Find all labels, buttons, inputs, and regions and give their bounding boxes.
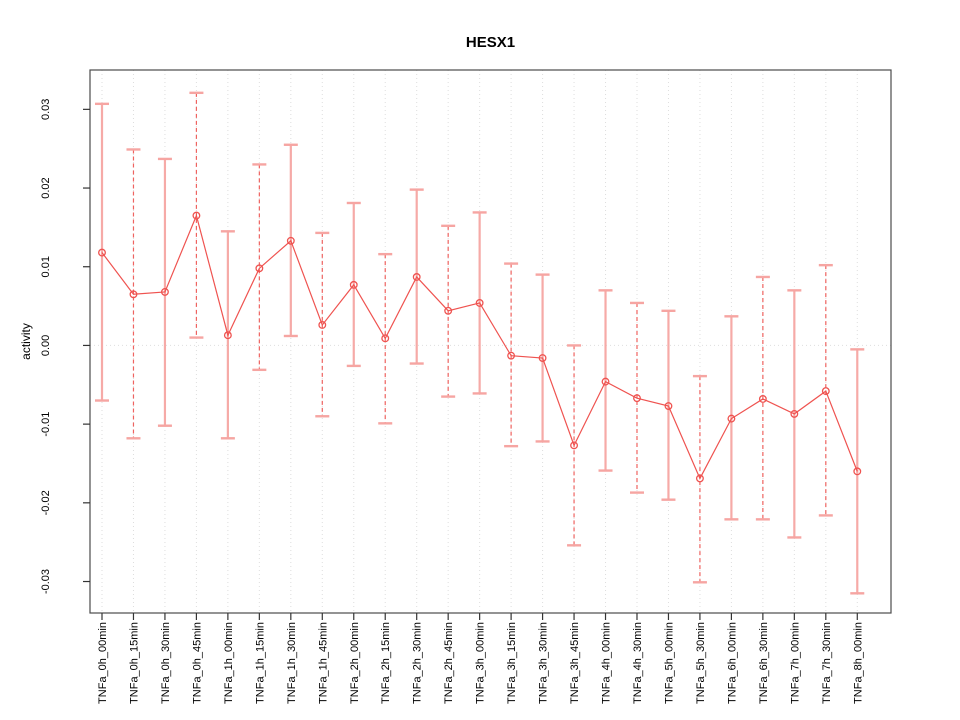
data-point-marker (412, 273, 421, 281)
x-tick-label: TNFa_3h_00min (475, 622, 487, 704)
x-tick-label: TNFa_2h_15min (380, 622, 392, 704)
data-point-marker (223, 331, 232, 340)
data-point-marker (570, 441, 578, 450)
data-point-marker (192, 211, 201, 220)
data-point-marker (821, 387, 830, 396)
error-bar (818, 263, 833, 517)
y-tick-label: -0.01 (40, 412, 52, 437)
error-bar (598, 289, 613, 472)
x-tick-label: TNFa_1h_30min (286, 622, 298, 704)
x-tick-label: TNFa_2h_30min (412, 622, 424, 704)
data-point-marker (727, 414, 736, 423)
x-tick-label: TNFa_5h_00min (663, 622, 675, 704)
data-point-marker (381, 334, 390, 343)
error-bar (252, 163, 267, 372)
data-point-marker (129, 290, 138, 299)
data-point-marker (538, 354, 547, 362)
error-bar (126, 148, 141, 440)
x-tick-label: TNFa_3h_30min (538, 622, 550, 704)
x-tick-label: TNFa_4h_30min (632, 622, 644, 704)
data-point-marker (475, 298, 484, 307)
x-tick-label: TNFa_0h_30min (160, 622, 172, 704)
y-tick-label: -0.02 (40, 490, 52, 515)
data-point-marker (758, 394, 767, 403)
data-point-marker (790, 409, 799, 418)
series-line (101, 213, 858, 480)
x-tick-label: TNFa_7h_30min (821, 622, 833, 704)
x-tick-label: TNFa_1h_00min (223, 622, 235, 704)
x-tick-label: TNFa_1h_45min (317, 622, 329, 704)
y-tick-label: 0.03 (40, 99, 52, 120)
x-tick-label: TNFa_0h_15min (128, 622, 140, 704)
error-bar (692, 374, 707, 584)
x-tick-label: TNFa_5h_30min (695, 622, 707, 704)
x-tick-label: TNFa_7h_00min (789, 622, 801, 704)
y-axis-label: activity (19, 323, 33, 360)
x-tick-label: TNFa_0h_00min (97, 622, 109, 704)
x-tick-label: TNFa_3h_45min (569, 622, 581, 704)
data-point-marker (286, 236, 295, 245)
error-bar (661, 309, 676, 501)
y-tick-label: 0.02 (40, 177, 52, 198)
data-point-marker (633, 394, 641, 403)
y-tick-label: -0.03 (40, 569, 52, 594)
y-tick-label: 0.01 (40, 256, 52, 277)
data-point-marker (853, 467, 862, 476)
plot-border (89, 69, 892, 614)
x-tick-label: TNFa_1h_15min (254, 622, 266, 704)
x-tick-label: TNFa_6h_00min (726, 622, 738, 704)
x-tick-label: TNFa_2h_00min (349, 622, 361, 704)
data-point-marker (318, 321, 327, 329)
x-tick-label: TNFa_8h_00min (852, 622, 864, 704)
data-point-marker (601, 377, 610, 386)
chart-title: HESX1 (466, 34, 515, 51)
error-bar (724, 315, 739, 521)
y-tick-label: 0.00 (40, 335, 52, 356)
x-tick-label: TNFa_2h_45min (443, 622, 455, 704)
data-point-marker (255, 264, 264, 273)
data-point-marker (98, 248, 106, 257)
error-bar (755, 275, 770, 521)
data-point-marker (664, 402, 673, 410)
data-point-marker (444, 306, 453, 315)
error-bar (95, 102, 109, 402)
data-point-marker (695, 474, 704, 483)
data-point-marker (160, 287, 169, 296)
data-point-marker (507, 351, 516, 360)
x-tick-label: TNFa_0h_45min (191, 622, 203, 704)
x-tick-label: TNFa_3h_15min (506, 622, 518, 704)
x-tick-label: TNFa_4h_00min (601, 622, 613, 704)
data-point-marker (349, 280, 358, 289)
x-tick-label: TNFa_6h_30min (758, 622, 770, 704)
